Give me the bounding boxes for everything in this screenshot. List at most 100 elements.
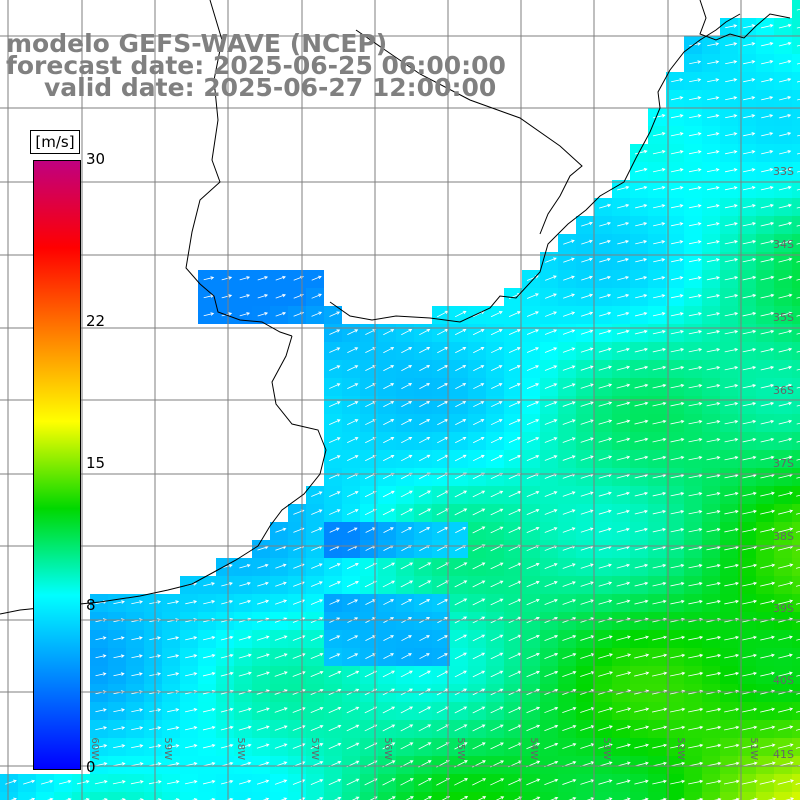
wind-arrow — [347, 635, 359, 641]
wind-arrow — [220, 725, 234, 731]
wind-arrow — [796, 368, 800, 371]
wind-arrow — [244, 797, 252, 800]
wind-arrow — [508, 311, 521, 318]
wind-arrow — [167, 636, 180, 641]
wind-arrow — [759, 743, 776, 749]
wind-arrow — [328, 670, 342, 678]
wind-arrow — [328, 742, 342, 750]
wind-arrow — [796, 296, 800, 299]
wind-arrow — [550, 796, 559, 800]
wind-speed-cell — [576, 792, 594, 800]
wind-arrow — [490, 490, 504, 498]
wind-arrow — [292, 653, 306, 659]
wind-arrow — [760, 168, 774, 173]
wind-arrow — [652, 581, 667, 587]
latitude-label: 35S — [773, 311, 794, 324]
wind-arrow — [724, 276, 739, 281]
wind-arrow — [796, 242, 800, 245]
wind-speed-cell — [792, 216, 800, 234]
wind-arrow — [238, 743, 252, 749]
wind-arrow — [472, 508, 486, 516]
wind-arrow — [706, 419, 721, 425]
wind-arrow — [688, 258, 702, 263]
wind-arrow — [796, 476, 800, 479]
wind-arrow — [760, 635, 775, 641]
wind-arrow — [166, 780, 180, 785]
wind-arrow — [742, 168, 756, 173]
wind-arrow — [724, 545, 739, 551]
wind-arrow — [328, 581, 341, 587]
latitude-label: 34S — [773, 238, 794, 251]
wind-arrow — [634, 383, 649, 389]
wind-arrow — [95, 744, 108, 749]
wind-arrow — [184, 762, 198, 767]
wind-arrow — [490, 437, 503, 444]
wind-arrow — [795, 746, 800, 749]
wind-arrow — [760, 437, 775, 443]
wind-arrow — [760, 455, 775, 461]
wind-arrow — [795, 584, 800, 587]
wind-arrow — [227, 797, 234, 800]
wind-arrow — [617, 257, 629, 263]
wind-arrow — [382, 454, 395, 462]
wind-arrow — [563, 239, 575, 245]
wind-arrow — [202, 725, 216, 731]
wind-arrow — [724, 366, 739, 371]
wind-arrow — [472, 652, 486, 660]
wind-arrow — [455, 419, 467, 426]
wind-arrow — [706, 581, 721, 587]
wind-arrow — [623, 797, 631, 800]
wind-arrow — [652, 743, 668, 749]
wind-arrow — [796, 80, 800, 83]
wind-arrow — [795, 530, 800, 533]
longitude-label: 57W — [309, 737, 320, 760]
wind-arrow — [742, 401, 757, 407]
wind-arrow — [796, 332, 800, 335]
wind-arrow — [778, 41, 792, 47]
wind-arrow — [238, 779, 252, 785]
wind-arrow — [329, 347, 341, 353]
wind-arrow — [652, 599, 667, 605]
colorbar-units: [m/s] — [30, 130, 80, 154]
wind-arrow — [400, 562, 414, 570]
wind-arrow — [760, 599, 776, 605]
wind-arrow — [634, 527, 648, 533]
wind-arrow — [725, 132, 738, 137]
wind-arrow — [292, 635, 306, 641]
wind-arrow — [671, 240, 684, 245]
wind-arrow — [778, 527, 794, 533]
wind-arrow — [742, 509, 757, 515]
wind-arrow — [221, 599, 234, 605]
wind-arrow — [760, 671, 775, 677]
wind-arrow — [653, 276, 666, 281]
wind-arrow — [706, 527, 721, 533]
wind-arrow — [310, 670, 324, 678]
wind-arrow — [544, 724, 559, 732]
wind-arrow — [310, 653, 324, 660]
wind-arrow — [544, 347, 558, 353]
wind-arrow — [347, 383, 359, 389]
wind-arrow — [544, 401, 558, 407]
wind-arrow — [777, 779, 794, 785]
wind-arrow — [689, 42, 702, 47]
wind-arrow — [454, 490, 468, 498]
wind-arrow — [221, 581, 233, 587]
wind-arrow — [598, 725, 613, 731]
wind-speed-cell — [792, 558, 800, 576]
wind-arrow — [749, 797, 758, 800]
wind-arrow — [653, 240, 666, 245]
wind-arrow — [400, 454, 413, 462]
wind-arrow — [184, 726, 198, 731]
wind-arrow — [167, 708, 180, 713]
wind-arrow — [688, 653, 704, 659]
wind-arrow — [598, 509, 612, 515]
wind-arrow — [760, 725, 776, 731]
wind-arrow — [742, 275, 757, 281]
wind-arrow — [778, 401, 793, 407]
wind-arrow — [598, 527, 612, 533]
wind-arrow — [382, 706, 396, 714]
wind-arrow — [634, 653, 650, 659]
wind-speed-cell — [270, 792, 288, 800]
wind-arrow — [563, 275, 575, 281]
wind-arrow — [688, 671, 704, 677]
